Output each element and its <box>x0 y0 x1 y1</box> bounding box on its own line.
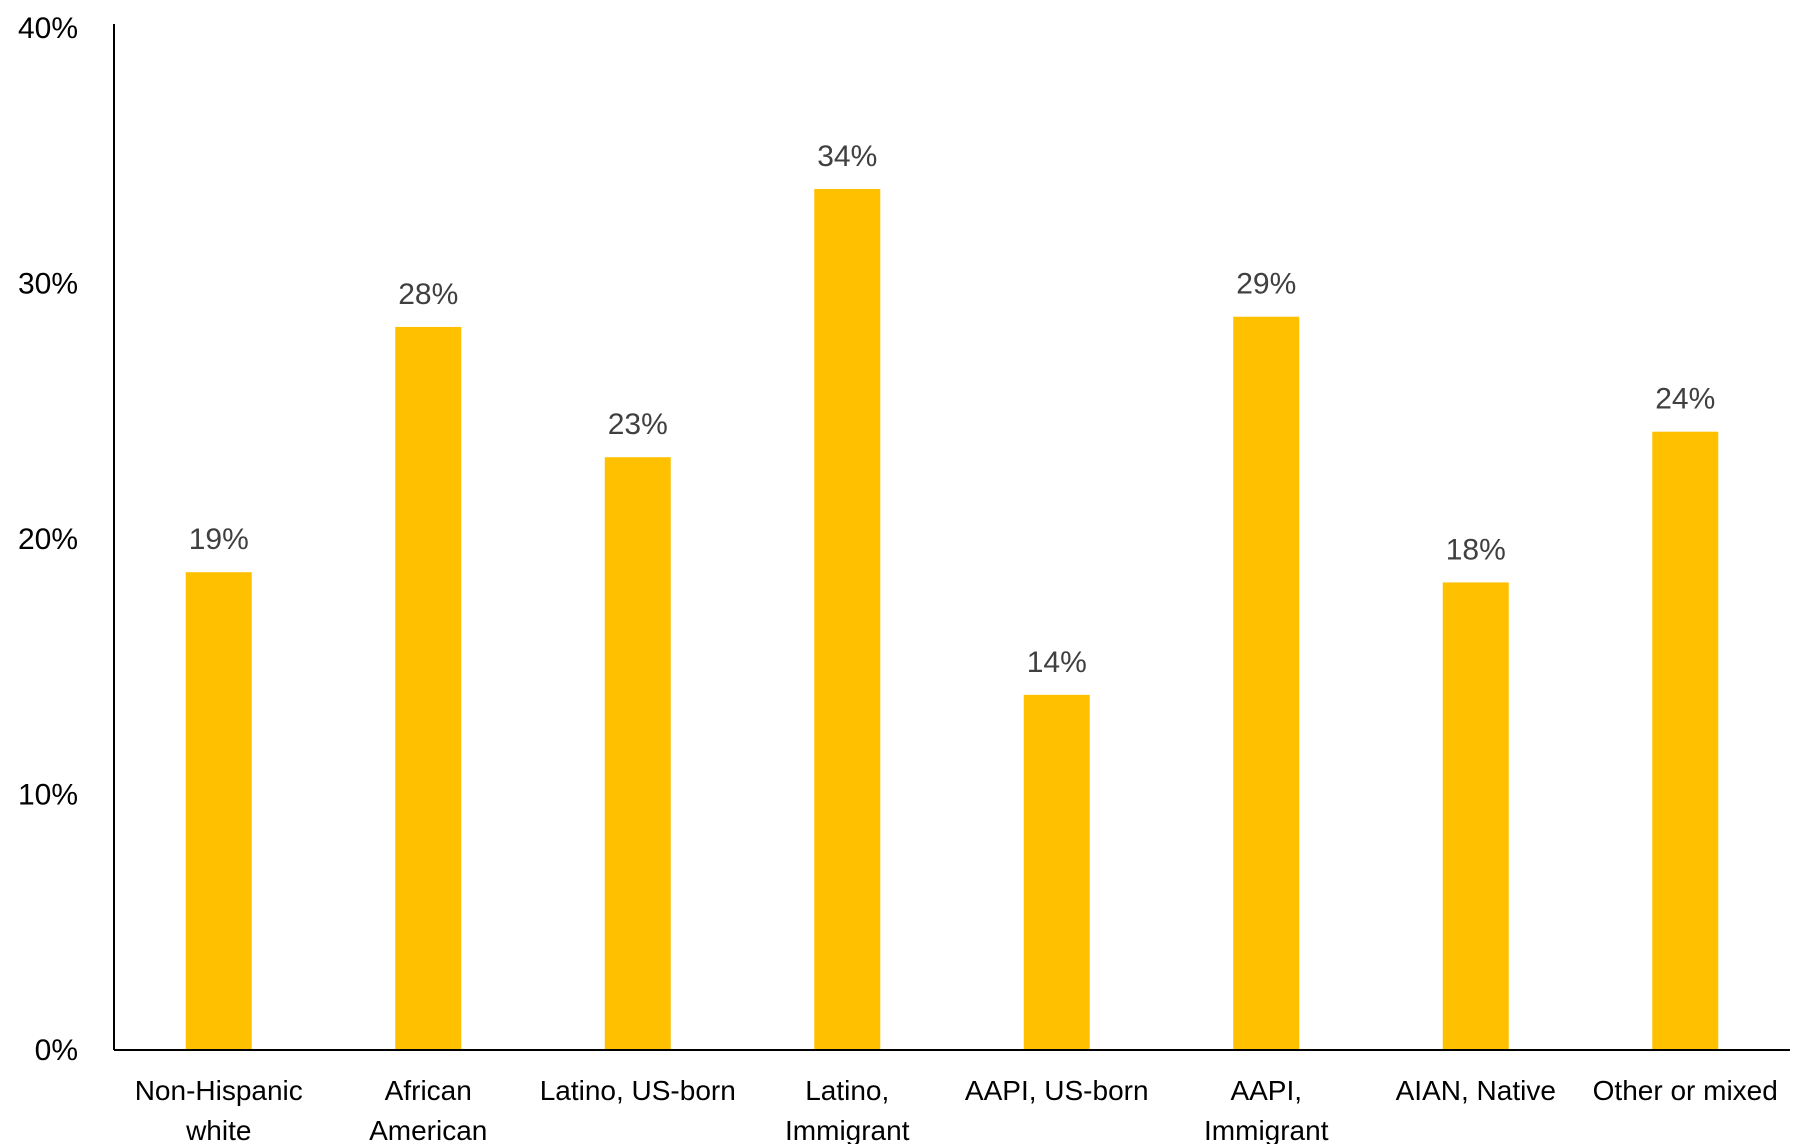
x-tick-label-line: AIAN, Native <box>1396 1075 1556 1106</box>
x-tick-label-line: AAPI, <box>1230 1075 1302 1106</box>
x-tick-label-line: white <box>185 1115 251 1144</box>
data-label: 29% <box>1236 268 1296 301</box>
bar <box>1023 694 1090 1050</box>
bar <box>1652 431 1719 1050</box>
data-label: 14% <box>1027 646 1087 679</box>
bar <box>395 326 462 1050</box>
x-tick-label-line: Latino, <box>805 1075 889 1106</box>
data-label: 19% <box>189 523 249 556</box>
y-tick-label: 0% <box>35 1034 78 1067</box>
y-tick-label: 20% <box>18 523 78 556</box>
x-tick-label: Latino, Immigrant <box>785 1075 910 1144</box>
x-tick-label: AIAN, Native <box>1396 1075 1556 1106</box>
x-tick-label: Latino, US-born <box>540 1075 736 1106</box>
x-tick-label: AAPI, US-born <box>965 1075 1149 1106</box>
x-tick-label-line: Non-Hispanic <box>135 1075 303 1106</box>
x-tick-label-line: Latino, US-born <box>540 1075 736 1106</box>
data-labels: 19% 28% 23% 34% 14% 29% 18% 24% <box>189 140 1716 679</box>
bars <box>185 188 1719 1051</box>
x-tick-label: African American <box>369 1075 487 1144</box>
data-label: 24% <box>1655 383 1715 416</box>
x-tick-label-line: Immigrant <box>1204 1115 1329 1144</box>
data-label: 23% <box>608 408 668 441</box>
bar <box>814 188 881 1051</box>
x-tick-label-line: Immigrant <box>785 1115 910 1144</box>
bar <box>1442 582 1509 1050</box>
y-axis-ticks: 0% 10% 20% 30% 40% <box>18 12 78 1067</box>
x-axis-ticks: Non-Hispanic white African American Latino, … <box>135 1075 1778 1144</box>
data-label: 18% <box>1446 533 1506 566</box>
x-tick-label: Non-Hispanic white <box>135 1075 303 1144</box>
y-tick-label: 10% <box>18 779 78 812</box>
x-tick-label-line: African <box>385 1075 472 1106</box>
bar <box>604 457 671 1050</box>
x-tick-label: AAPI, Immigrant <box>1204 1075 1329 1144</box>
x-tick-label-line: American <box>369 1115 487 1144</box>
data-label: 28% <box>398 278 458 311</box>
bar <box>185 572 252 1050</box>
bar <box>1233 316 1300 1051</box>
x-tick-label-line: AAPI, US-born <box>965 1075 1149 1106</box>
data-label: 34% <box>817 140 877 173</box>
y-tick-label: 40% <box>18 12 78 45</box>
x-tick-label-line: Other or mixed <box>1593 1075 1778 1106</box>
x-tick-label: Other or mixed <box>1593 1075 1778 1106</box>
y-tick-label: 30% <box>18 268 78 301</box>
